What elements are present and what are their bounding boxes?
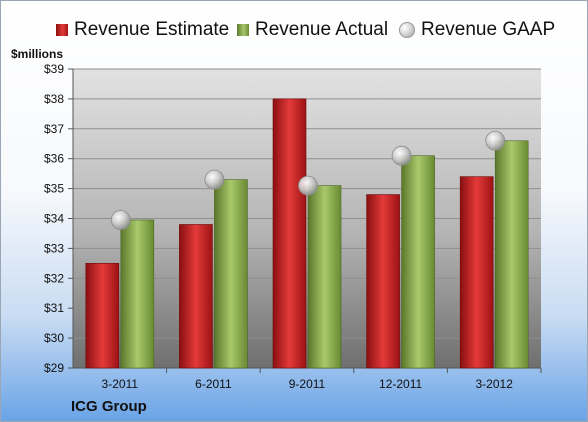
- legend-item-actual: Revenue Actual: [237, 17, 388, 43]
- y-tick-label: $37: [44, 122, 64, 136]
- bar-revenue-actual: [307, 185, 342, 369]
- bar-revenue-actual: [401, 155, 435, 369]
- x-tick-label: 6-2011: [195, 377, 232, 391]
- legend-swatch-estimate: [56, 24, 68, 36]
- bar-revenue-estimate: [179, 224, 213, 369]
- legend-item-gaap: Revenue GAAP: [399, 17, 555, 43]
- y-tick-label: $38: [44, 92, 64, 106]
- marker-revenue-gaap: [485, 130, 506, 151]
- company-name: ICG Group: [71, 398, 147, 415]
- marker-revenue-gaap: [298, 175, 318, 196]
- marker-revenue-gaap: [110, 210, 131, 230]
- legend-label-actual: Revenue Actual: [255, 19, 389, 40]
- bar-revenue-estimate: [459, 176, 494, 369]
- y-axis-unit-label: $millions: [11, 47, 64, 61]
- y-tick-label: $34: [44, 212, 64, 226]
- bar-revenue-actual: [214, 179, 248, 369]
- legend-item-estimate: Revenue Estimate: [56, 17, 229, 43]
- legend-swatch-actual: [237, 24, 249, 36]
- y-tick-label: $31: [44, 301, 64, 315]
- y-tick-label: $33: [44, 241, 64, 255]
- legend-label-gaap: Revenue GAAP: [421, 19, 556, 40]
- y-tick-label: $35: [44, 182, 64, 196]
- bar-revenue-estimate: [272, 98, 307, 369]
- legend-swatch-gaap: [399, 22, 415, 38]
- bar-revenue-actual: [120, 219, 155, 369]
- bar-revenue-estimate: [366, 194, 400, 369]
- y-tick-label: $29: [44, 361, 64, 375]
- x-tick-label: 3-2012: [476, 377, 514, 391]
- legend: Revenue Estimate Revenue Actual Revenue …: [1, 17, 587, 43]
- y-tick-label: $32: [44, 271, 64, 285]
- marker-revenue-gaap: [391, 145, 412, 166]
- legend-label-estimate: Revenue Estimate: [74, 19, 230, 40]
- x-tick-label: 9-2011: [289, 377, 326, 391]
- x-tick-label: 3-2011: [102, 377, 139, 391]
- y-tick-label: $39: [44, 62, 64, 76]
- marker-revenue-gaap: [204, 169, 225, 190]
- y-tick-label: $36: [44, 152, 64, 166]
- bar-revenue-actual: [494, 140, 529, 369]
- y-tick-label: $30: [44, 331, 64, 345]
- x-tick-label: 12-2011: [379, 377, 422, 391]
- bar-revenue-estimate: [85, 263, 120, 369]
